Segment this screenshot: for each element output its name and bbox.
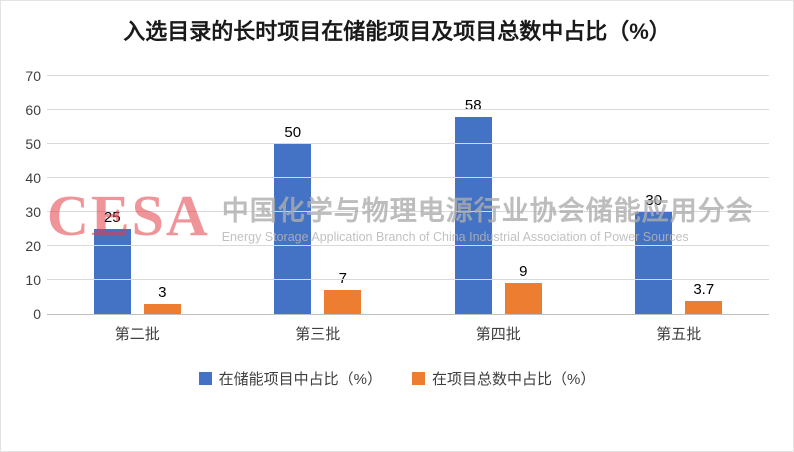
data-label: 58 bbox=[464, 96, 482, 114]
bar bbox=[454, 116, 492, 314]
plot-area: 253507589303.7 bbox=[47, 75, 769, 315]
data-label: 7 bbox=[339, 270, 347, 287]
bar-column: 50 bbox=[274, 76, 312, 314]
bar bbox=[324, 290, 362, 314]
data-label: 25 bbox=[103, 209, 121, 226]
bar bbox=[685, 301, 723, 314]
data-label: 30 bbox=[645, 192, 663, 209]
bar-column: 25 bbox=[93, 76, 131, 314]
bar bbox=[143, 303, 181, 314]
bar bbox=[274, 144, 312, 314]
bar bbox=[635, 212, 673, 314]
x-category-label: 第二批 bbox=[114, 326, 160, 343]
bar-column: 30 bbox=[635, 76, 673, 314]
x-category-label: 第五批 bbox=[656, 326, 702, 343]
y-tick-label: 0 bbox=[33, 306, 41, 322]
gridline bbox=[47, 245, 769, 246]
gridline bbox=[47, 143, 769, 144]
bar-column: 3 bbox=[143, 76, 181, 314]
data-label: 9 bbox=[519, 263, 528, 281]
y-tick-label: 60 bbox=[25, 102, 41, 118]
x-category-label: 第三批 bbox=[295, 326, 341, 343]
legend-label-series2: 在项目总数中占比（%） bbox=[432, 371, 596, 388]
legend-item-series2: 在项目总数中占比（%） bbox=[412, 368, 595, 389]
x-category-label: 第四批 bbox=[475, 326, 521, 343]
gridline bbox=[47, 279, 769, 280]
gridline bbox=[47, 177, 769, 178]
y-tick-label: 20 bbox=[25, 238, 41, 254]
legend-label-series1: 在储能项目中占比（%） bbox=[218, 371, 382, 388]
y-tick-label: 40 bbox=[25, 170, 41, 186]
y-tick-label: 10 bbox=[25, 272, 41, 288]
bar-group: 30 3.7 bbox=[635, 76, 723, 314]
bar bbox=[504, 283, 542, 314]
bar-column: 9 bbox=[504, 76, 542, 314]
legend: 在储能项目中占比（%） 在项目总数中占比（%） bbox=[1, 368, 793, 389]
gridline bbox=[47, 75, 769, 76]
y-tick-label: 30 bbox=[25, 204, 41, 220]
gridline bbox=[47, 109, 769, 110]
y-tick-label: 50 bbox=[25, 136, 41, 152]
legend-item-series1: 在储能项目中占比（%） bbox=[198, 368, 382, 389]
bar-column: 7 bbox=[324, 76, 362, 314]
bar-group: 25 3 bbox=[93, 76, 181, 314]
data-label: 3.7 bbox=[693, 281, 715, 299]
legend-swatch-series1 bbox=[198, 372, 212, 385]
y-tick-label: 70 bbox=[25, 68, 41, 84]
bar bbox=[93, 229, 131, 314]
gridline bbox=[47, 211, 769, 212]
x-axis-labels: 第二批 第三批 第四批 第五批 bbox=[47, 323, 769, 344]
bar-group: 50 7 bbox=[274, 76, 362, 314]
data-label: 50 bbox=[284, 124, 302, 141]
data-label: 3 bbox=[158, 283, 167, 301]
bar-column: 3.7 bbox=[685, 76, 723, 314]
bar-groups: 253507589303.7 bbox=[47, 76, 769, 314]
legend-swatch-series2 bbox=[412, 372, 425, 385]
chart-title: 入选目录的长时项目在储能项目及项目总数中占比（%） bbox=[123, 19, 671, 44]
y-axis: 0 10 20 30 40 50 60 70 bbox=[11, 68, 47, 322]
